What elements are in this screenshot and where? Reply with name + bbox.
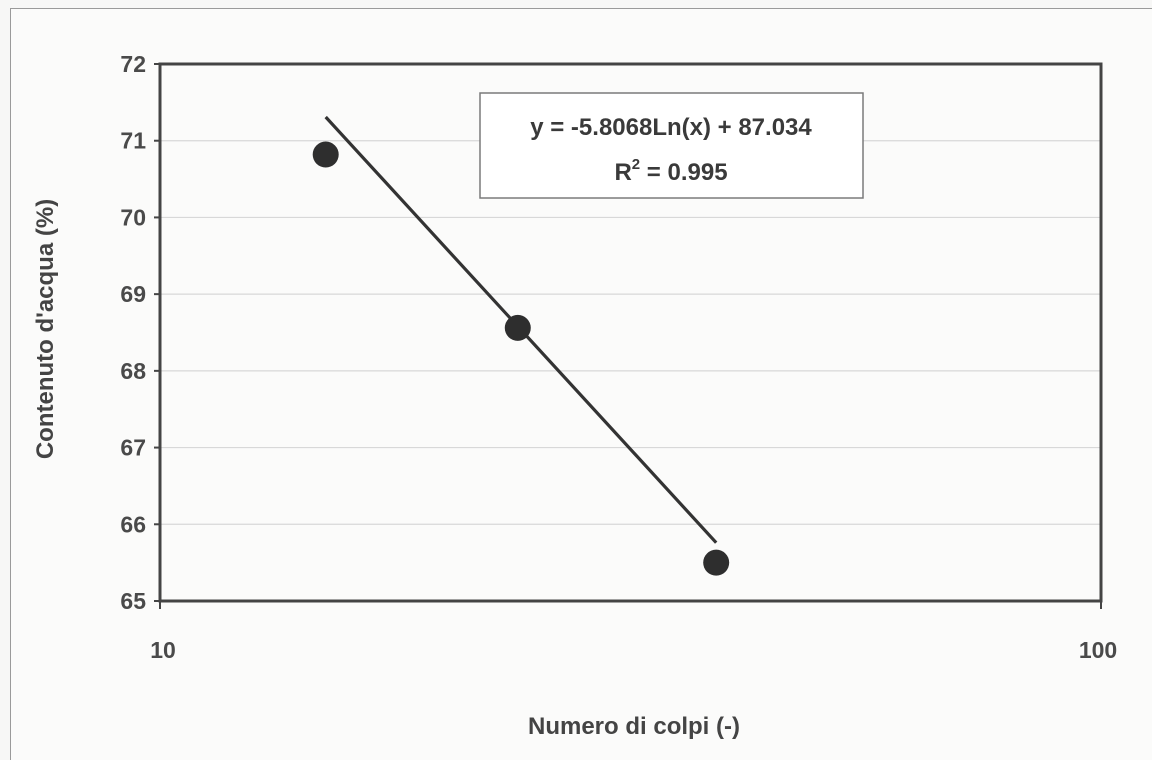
y-tick-label: 71 (120, 128, 146, 154)
r-squared-label: R2 = 0.995 (614, 156, 727, 186)
y-axis-title: Contenuto d'acqua (%) (32, 199, 59, 459)
y-tick-label: 66 (120, 511, 146, 537)
equation-box: y = -5.8068Ln(x) + 87.034 R2 = 0.995 (479, 92, 864, 199)
y-tick-label: 65 (120, 588, 146, 614)
y-tick-label: 70 (120, 204, 146, 230)
plot-area (158, 62, 1103, 603)
y-tick-label: 72 (120, 51, 146, 77)
data-point (703, 549, 730, 576)
x-axis-title: Numero di colpi (-) (528, 713, 740, 740)
data-points (312, 141, 730, 576)
data-point (504, 314, 531, 341)
y-tick-label: 67 (120, 435, 146, 461)
y-tick-label: 69 (120, 281, 146, 307)
y-tick-label: 68 (120, 358, 146, 384)
x-axis-ticks: 10 100 (150, 601, 1117, 663)
y-axis-ticks: 65 66 67 68 69 70 71 72 (120, 51, 160, 614)
trendline-equation: y = -5.8068Ln(x) + 87.034 (530, 114, 812, 141)
x-tick-label: 100 (1079, 637, 1117, 663)
x-tick-label: 10 (150, 637, 176, 663)
data-point (312, 141, 339, 168)
